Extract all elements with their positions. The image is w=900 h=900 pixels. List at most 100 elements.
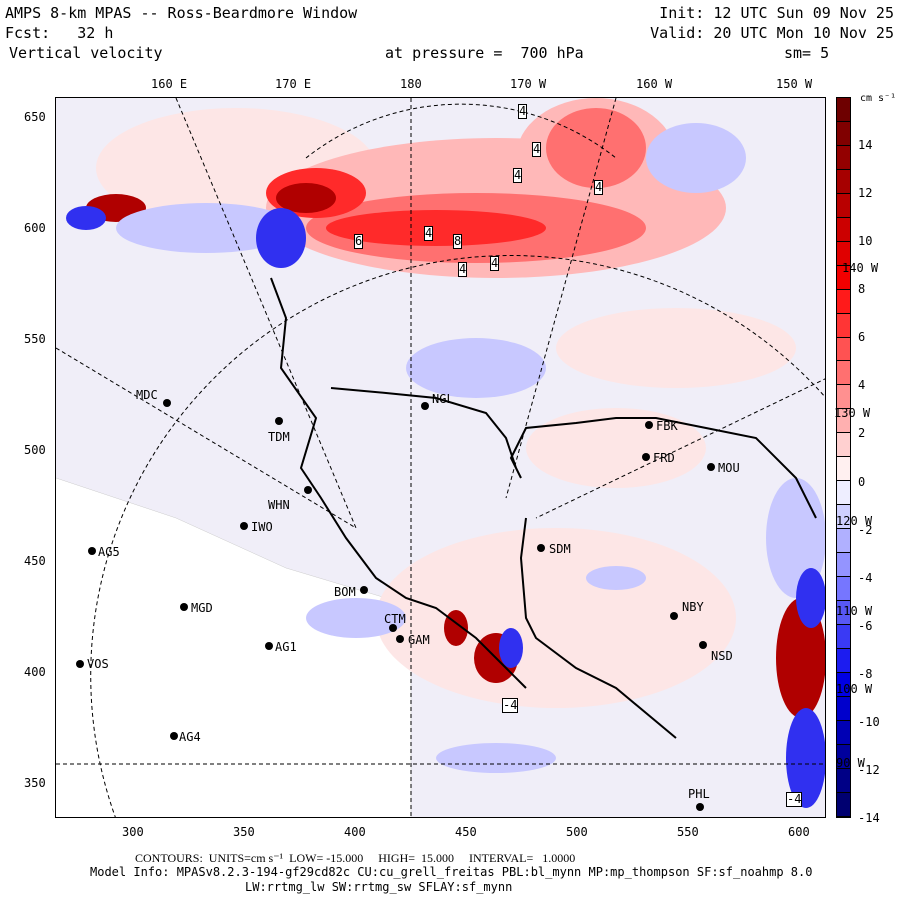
colorbar-label: -12 — [858, 762, 880, 777]
colorbar-label: 2 — [858, 426, 866, 441]
station-dot — [389, 624, 397, 632]
colorbar-bin — [837, 648, 850, 673]
colorbar-bin — [837, 433, 850, 458]
y-tick: 500 — [24, 443, 46, 457]
station-label: WHN — [268, 498, 290, 512]
colorbar-label: -14 — [858, 811, 880, 825]
station-label: NSD — [711, 649, 733, 663]
station-label: NBY — [682, 600, 704, 614]
colorbar-bin — [837, 577, 850, 602]
colorbar-bin — [837, 265, 850, 290]
station-label: PHL — [688, 787, 710, 801]
station-dot — [670, 612, 678, 620]
station-label: SDM — [549, 542, 571, 556]
contour-label: 4 — [594, 180, 604, 195]
contour-label: -4 — [502, 698, 519, 713]
lon-label: 110 W — [836, 604, 873, 618]
colorbar-label: -6 — [858, 618, 873, 633]
colorbar-label: -8 — [858, 666, 873, 681]
x-tick: 500 — [566, 825, 588, 839]
y-tick: 450 — [24, 554, 46, 568]
colorbar-bin — [837, 744, 850, 769]
x-tick: 450 — [455, 825, 477, 839]
colorbar-bin — [837, 169, 850, 194]
x-tick: 550 — [677, 825, 699, 839]
station-label: IWO — [251, 520, 273, 534]
forecast-hour: Fcst: 32 h — [5, 24, 114, 42]
colorbar-bin — [837, 193, 850, 218]
lon-label: 90 W — [836, 756, 865, 770]
station-label: TDM — [268, 430, 290, 444]
station-dot — [163, 399, 171, 407]
colorbar-label: -10 — [858, 714, 880, 729]
colorbar-label: 6 — [858, 330, 866, 345]
y-tick: 350 — [24, 776, 46, 790]
station-label: AG4 — [179, 730, 201, 744]
colorbar-label: 8 — [858, 282, 866, 297]
model-info-2: LW:rrtmg_lw SW:rrtmg_sw SFLAY:sf_mynn — [245, 880, 513, 894]
station-dot — [699, 641, 707, 649]
station-label: FBK — [656, 419, 678, 433]
colorbar-bin — [837, 121, 850, 146]
station-label: MDC — [136, 388, 158, 402]
station-dot — [76, 660, 84, 668]
station-dot — [275, 417, 283, 425]
y-tick: 400 — [24, 665, 46, 679]
lon-label: 120 W — [836, 514, 873, 528]
station-label: VOS — [87, 657, 109, 671]
colorbar-label: -2 — [858, 522, 873, 537]
x-tick: 300 — [122, 825, 144, 839]
valid-time: Valid: 20 UTC Mon 10 Nov 25 — [650, 24, 894, 42]
init-time: Init: 12 UTC Sun 09 Nov 25 — [659, 4, 894, 22]
colorbar-bin — [837, 313, 850, 338]
station-label: AG5 — [98, 545, 120, 559]
colorbar-bin — [837, 624, 850, 649]
contour-info: CONTOURS: UNITS=cm s⁻¹ LOW= -15.000 HIGH… — [135, 851, 576, 865]
contour-label: -4 — [786, 792, 803, 807]
colorbar-bin — [837, 553, 850, 578]
colorbar — [836, 97, 851, 818]
contour-label: 4 — [532, 142, 542, 157]
station-label: AG1 — [275, 640, 297, 654]
map-plot: 4 4 4 4 6 4 8 4 4 -4 -4 MDC TDM WHN IWO … — [55, 97, 826, 818]
lon-label: 160 W — [636, 77, 673, 91]
station-dot — [696, 803, 704, 811]
colorbar-bin — [837, 145, 850, 170]
y-tick: 600 — [24, 221, 46, 235]
map-title: AMPS 8-km MPAS -- Ross-Beardmore Window — [5, 4, 358, 22]
lon-label: 130 W — [834, 406, 871, 420]
smoothing: sm= 5 — [784, 44, 830, 62]
station-dot — [642, 453, 650, 461]
colorbar-bin — [837, 768, 850, 793]
y-tick: 550 — [24, 332, 46, 346]
field-name: Vertical velocity — [9, 44, 163, 62]
station-dot — [240, 522, 248, 530]
colorbar-label: -4 — [858, 570, 873, 585]
colorbar-units: cm s⁻¹ — [860, 93, 897, 104]
colorbar-label: 10 — [858, 234, 873, 249]
lon-label: 140 W — [842, 261, 879, 275]
station-dot — [180, 603, 188, 611]
y-tick: 650 — [24, 110, 46, 124]
lon-label: 160 E — [151, 77, 188, 91]
colorbar-label: 14 — [858, 138, 873, 153]
contour-label: 4 — [424, 226, 434, 241]
station-dot — [265, 642, 273, 650]
colorbar-bin — [837, 217, 850, 242]
colorbar-bin — [837, 505, 850, 530]
colorbar-bin — [837, 481, 850, 506]
colorbar-label: 4 — [858, 378, 866, 393]
colorbar-bin — [837, 409, 850, 434]
colorbar-label: 12 — [858, 186, 873, 201]
colorbar-bin — [837, 672, 850, 697]
station-label: BOM — [334, 585, 356, 599]
contour-label: 8 — [453, 234, 463, 249]
lon-label: 150 W — [776, 77, 813, 91]
station-dot — [537, 544, 545, 552]
lon-label: 100 W — [836, 682, 873, 696]
station-label: GAM — [408, 633, 430, 647]
station-dot — [396, 635, 404, 643]
colorbar-bin — [837, 720, 850, 745]
pressure-level: at pressure = 700 hPa — [385, 44, 584, 62]
station-dot — [170, 732, 178, 740]
